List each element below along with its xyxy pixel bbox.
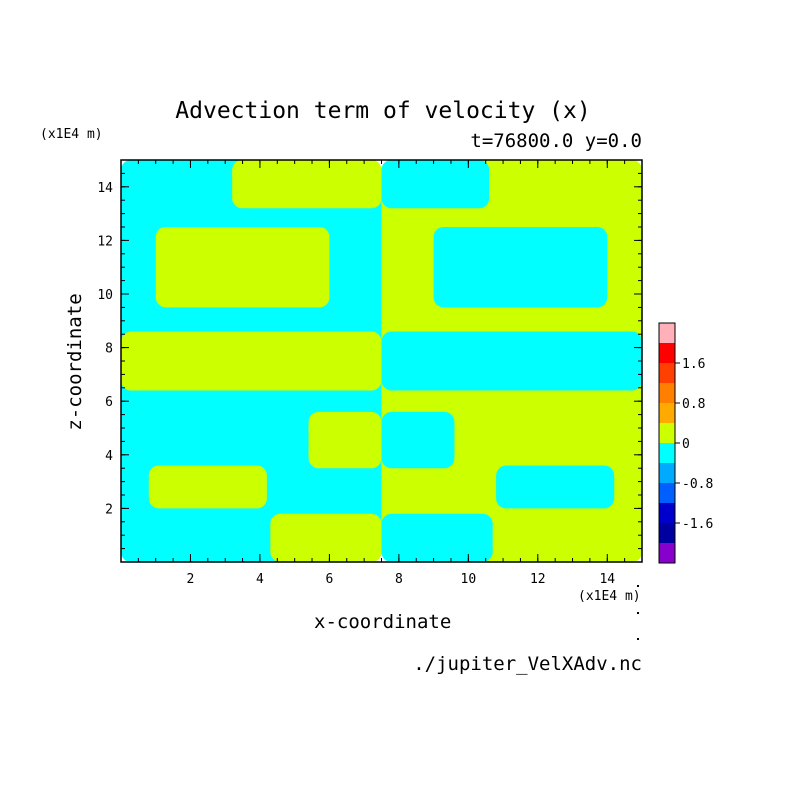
x-tick-label: 8	[395, 572, 403, 587]
colorbar-level	[659, 323, 675, 343]
field-region-positive	[232, 160, 382, 209]
marker-dot	[637, 638, 639, 640]
field-region-positive	[308, 411, 382, 469]
colorbar-tick-label: 0	[682, 437, 690, 452]
y-axis-unit: (x1E4 m)	[40, 127, 103, 142]
field-region-negative	[381, 513, 493, 562]
colorbar-level	[659, 523, 675, 543]
x-tick-label: 6	[325, 572, 333, 587]
axes: 2 4 6 8 10 12 14 2 4 6 8 10 12 14	[97, 159, 643, 587]
colorbar-level	[659, 483, 675, 503]
colorbar-level	[659, 423, 675, 443]
x-tick-label: 4	[256, 572, 264, 587]
y-tick-label: 12	[97, 234, 113, 249]
colorbar-level	[659, 363, 675, 383]
x-tick-label: 14	[599, 572, 615, 587]
field-region-negative	[433, 227, 608, 308]
field-region-negative	[381, 411, 455, 469]
colorbar-level	[659, 543, 675, 563]
field-region-positive	[148, 465, 267, 509]
colorbar: 1.6 0.8 0 -0.8 -1.6	[658, 322, 713, 564]
y-tick-label: 2	[105, 502, 113, 517]
field-region-negative	[381, 331, 642, 391]
y-tick-label: 14	[97, 181, 113, 196]
colorbar-level	[659, 403, 675, 423]
y-tick-label: 8	[105, 342, 113, 357]
marker-dot	[637, 612, 639, 614]
colorbar-tick-label: 1.6	[682, 357, 705, 372]
colorbar-level	[659, 463, 675, 483]
x-tick-label: 10	[461, 572, 477, 587]
field-layer	[121, 160, 642, 562]
y-tick-label: 4	[105, 449, 113, 464]
field-region-positive	[121, 331, 382, 391]
colorbar-tick-label: 0.8	[682, 397, 705, 412]
field-region-positive	[270, 513, 382, 562]
marker-dot	[637, 585, 639, 587]
colorbar-level	[659, 343, 675, 363]
x-axis-unit: (x1E4 m)	[578, 589, 641, 604]
colorbar-level	[659, 503, 675, 523]
x-tick-label: 2	[187, 572, 195, 587]
field-region-negative	[381, 160, 490, 209]
chart-title: Advection term of velocity (x)	[175, 98, 591, 124]
chart-subtitle: t=76800.0 y=0.0	[470, 130, 642, 152]
x-tick-label: 12	[530, 572, 546, 587]
x-axis-label: x-coordinate	[314, 611, 452, 633]
colorbar-tick-label: -0.8	[682, 477, 713, 492]
source-filename: ./jupiter_VelXAdv.nc	[413, 653, 642, 675]
colorbar-tick-label: -1.6	[682, 517, 713, 532]
y-tick-label: 6	[105, 395, 113, 410]
field-region-positive	[155, 227, 330, 308]
colorbar-level	[659, 443, 675, 463]
field-region-negative	[496, 465, 615, 509]
colorbar-level	[659, 383, 675, 403]
y-tick-label: 10	[97, 288, 113, 303]
